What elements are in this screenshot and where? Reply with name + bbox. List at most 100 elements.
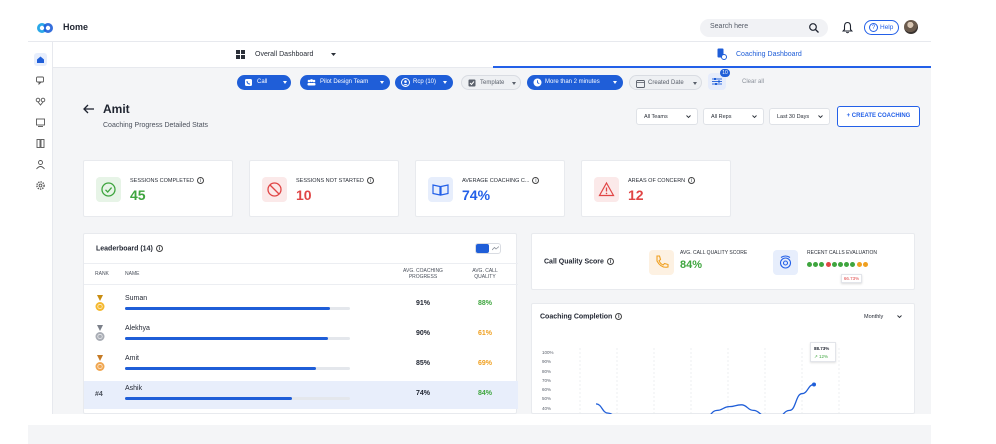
phone-icon	[649, 250, 674, 275]
phone-square-icon	[245, 79, 252, 86]
filter-team[interactable]: Pilot Design Team	[300, 75, 390, 90]
sliders-icon	[712, 78, 722, 85]
info-icon[interactable]: i	[615, 313, 623, 320]
recent-call-dot[interactable]	[825, 262, 831, 267]
nav-chat-icon[interactable]	[34, 74, 47, 87]
select-teams-label: All Teams	[644, 114, 668, 120]
page-title-home: Home	[63, 22, 89, 32]
nav-library-icon[interactable]	[34, 137, 47, 150]
info-icon[interactable]: i	[366, 177, 374, 184]
check-circle-icon	[96, 177, 121, 202]
recent-calls-label: RECENT CALLS EVALUATION	[807, 250, 878, 256]
select-teams[interactable]: All Teams	[636, 108, 698, 125]
stat-card-average-coaching: AVERAGE COACHING C... i 74%	[415, 160, 565, 217]
avg-progress-value: 85%	[415, 360, 430, 367]
divider	[84, 263, 518, 264]
tab-overall-dashboard[interactable]: Overall Dashboard	[53, 42, 493, 68]
call-quality-card: Call Quality Score i AVG. CALL QUALITY SC…	[531, 233, 915, 290]
medal-silver-icon	[95, 325, 105, 341]
leaderboard-row[interactable]: Alekhya 90% 61%	[84, 321, 518, 349]
select-date-range[interactable]: Last 30 Days	[769, 108, 830, 125]
leaderboard-row[interactable]: Amit 85% 69%	[84, 351, 518, 379]
recent-call-dot[interactable]	[831, 262, 837, 267]
chevron-down-icon	[752, 115, 757, 119]
search-icon[interactable]	[808, 22, 820, 34]
nav-analytics-icon[interactable]	[34, 95, 47, 108]
stat-label: AREAS OF CONCERN i	[628, 177, 696, 184]
user-avatar[interactable]	[904, 20, 918, 34]
nav-coaching-icon[interactable]	[34, 116, 47, 129]
leaderboard-row[interactable]: #4 Ashik 74% 84%	[84, 381, 518, 409]
leaderboard-title: Leaderboard (14) i	[96, 245, 163, 252]
info-icon[interactable]: i	[606, 258, 614, 265]
coaching-completion-card: Coaching Completion i Monthly 100% 90% 80% 7…	[531, 303, 915, 414]
y-tick-label: 100%	[542, 350, 554, 355]
help-label: Help	[880, 24, 894, 31]
filter-created-date[interactable]: Created Date	[629, 75, 702, 90]
recent-call-dot[interactable]	[813, 262, 819, 267]
avg-quality-value: 84%	[477, 390, 492, 397]
info-icon[interactable]: i	[532, 177, 540, 184]
top-bar: Home Search here ? Help	[28, 14, 931, 42]
y-tick-label: 70%	[542, 377, 552, 383]
nav-settings-gear-icon[interactable]	[34, 179, 47, 192]
create-coaching-button[interactable]: + CREATE COACHING	[837, 106, 920, 127]
calendar-icon	[636, 80, 645, 88]
select-reps[interactable]: All Reps	[703, 108, 764, 125]
back-arrow-icon[interactable]	[83, 104, 95, 114]
stat-value: 12	[628, 187, 644, 203]
info-icon[interactable]: i	[688, 177, 696, 184]
nav-home-icon[interactable]	[34, 53, 47, 66]
recent-call-dot[interactable]	[850, 262, 856, 267]
warning-icon	[594, 177, 619, 202]
tab-overall-label: Overall Dashboard	[255, 51, 314, 58]
rep-name: Alekhya	[125, 325, 150, 332]
stat-label: SESSIONS NOT STARTED i	[296, 177, 374, 184]
recent-call-dot[interactable]	[838, 262, 843, 267]
leaderboard-card: Leaderboard (14) i RANK NAME AVG. COACHIN…	[83, 233, 518, 414]
chevron-down-icon	[818, 115, 823, 119]
team-icon	[307, 79, 316, 86]
search-placeholder: Search here	[710, 23, 749, 30]
filter-call[interactable]: Call	[237, 75, 291, 90]
leaderboard-row[interactable]: Suman 91% 88%	[84, 291, 518, 319]
help-button[interactable]: ? Help	[864, 20, 899, 35]
period-select[interactable]: Monthly	[856, 310, 908, 324]
filter-reps[interactable]: Rcp (10)	[395, 75, 453, 90]
leaderboard-view-toggle[interactable]	[475, 243, 501, 254]
info-icon[interactable]: i	[155, 245, 163, 252]
progress-bar-fill	[125, 307, 330, 310]
recent-call-dot[interactable]	[819, 262, 825, 267]
notification-bell-icon[interactable]	[842, 21, 853, 34]
recent-call-dot[interactable]	[844, 262, 850, 267]
progress-bar-track	[125, 307, 350, 310]
stat-card-sessions-completed: SESSIONS COMPLETED i 45	[83, 160, 233, 217]
recent-call-dot[interactable]	[856, 262, 862, 267]
tab-coaching-dashboard[interactable]: Coaching Dashboard	[493, 42, 931, 68]
stat-value: 10	[296, 187, 312, 203]
chevron-down-icon	[283, 81, 287, 84]
filter-template[interactable]: Template	[461, 75, 521, 90]
chevron-down-icon	[331, 53, 336, 56]
rep-name: Ashik	[125, 385, 143, 392]
rep-name: Suman	[125, 295, 148, 302]
y-tick-label: 50%	[542, 396, 552, 402]
toggle-list-option[interactable]	[476, 244, 489, 253]
y-tick-label: 80%	[542, 368, 552, 374]
filter-settings-button[interactable]: 10	[708, 69, 730, 90]
rep-name: Amit	[125, 355, 139, 362]
chevron-down-icon	[897, 315, 902, 319]
trend-icon[interactable]	[492, 246, 499, 251]
recent-call-dot[interactable]	[807, 262, 812, 267]
coaching-completion-chart	[579, 348, 840, 414]
tab-coaching-label: Coaching Dashboard	[736, 51, 802, 58]
filter-duration[interactable]: More than 2 minutes	[527, 75, 623, 90]
app-logo-icon[interactable]	[36, 22, 54, 34]
nav-users-icon[interactable]	[34, 158, 47, 171]
info-icon[interactable]: i	[196, 177, 204, 184]
search-input[interactable]: Search here	[700, 19, 828, 37]
book-open-icon	[428, 177, 453, 202]
clear-all-link[interactable]: Clear all	[742, 79, 765, 85]
recent-call-dot[interactable]	[862, 262, 868, 267]
y-tick-label: 90%	[542, 359, 552, 365]
